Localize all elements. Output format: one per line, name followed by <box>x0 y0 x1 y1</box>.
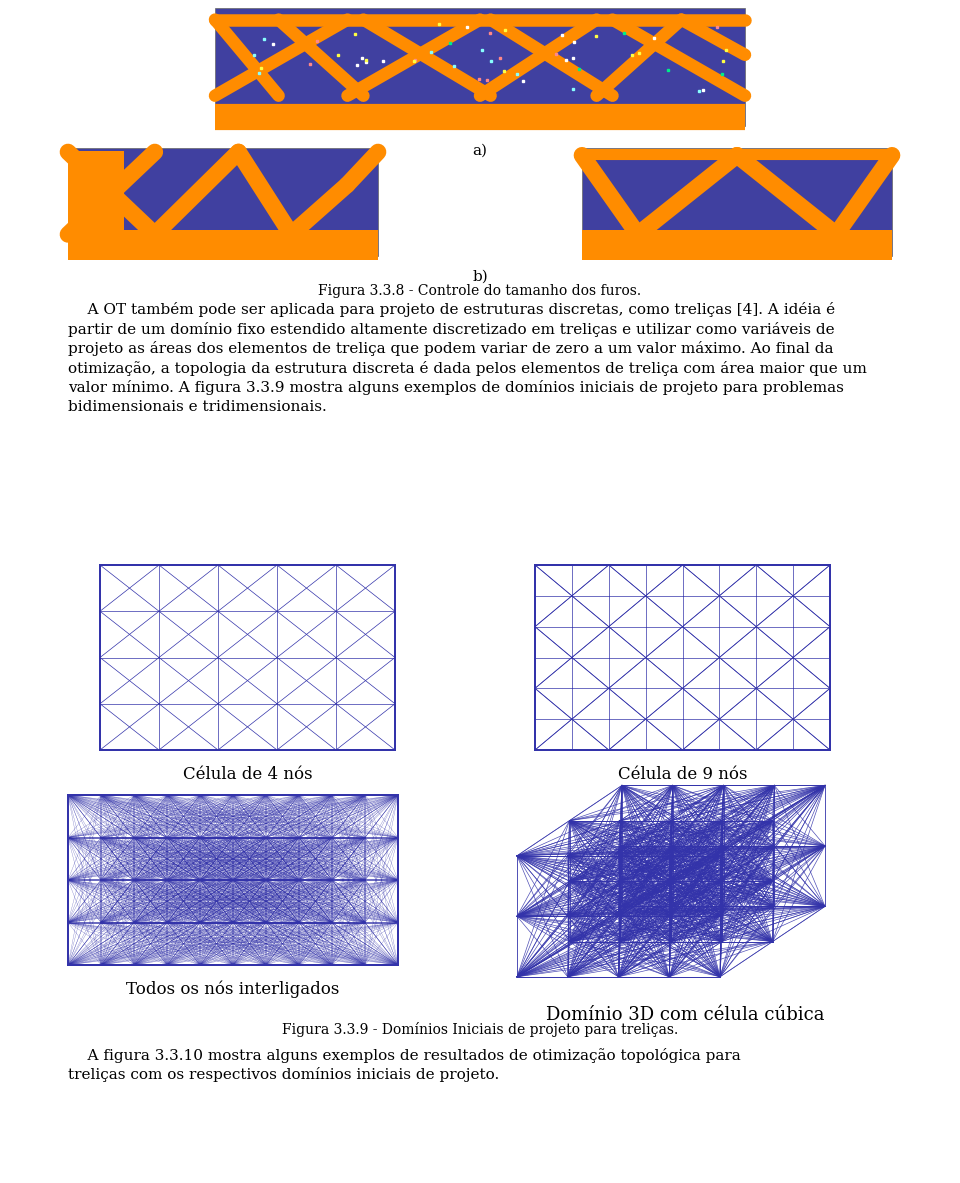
Bar <box>510 770 860 990</box>
Text: projeto as áreas dos elementos de treliça que podem variar de zero a um valor má: projeto as áreas dos elementos de treliç… <box>68 341 833 356</box>
Text: b): b) <box>472 270 488 284</box>
Bar <box>535 565 830 750</box>
Bar <box>215 8 745 127</box>
Text: Célula de 9 nós: Célula de 9 nós <box>617 767 747 783</box>
Text: A figura 3.3.10 mostra alguns exemplos de resultados de otimização topológica pa: A figura 3.3.10 mostra alguns exemplos d… <box>68 1048 741 1064</box>
Text: Figura 3.3.9 - Domínios Iniciais de projeto para treliças.: Figura 3.3.9 - Domínios Iniciais de proj… <box>282 1022 678 1037</box>
Text: otimização, a topologia da estrutura discreta é dada pelos elementos de treliça : otimização, a topologia da estrutura dis… <box>68 361 867 375</box>
Text: a): a) <box>472 144 488 159</box>
Bar <box>68 795 398 965</box>
Bar <box>215 108 745 127</box>
Text: treliças com os respectivos domínios iniciais de projeto.: treliças com os respectivos domínios ini… <box>68 1067 499 1082</box>
Text: Domínio 3D com célula cúbica: Domínio 3D com célula cúbica <box>545 1006 825 1024</box>
Bar <box>68 151 124 234</box>
Text: valor mínimo. A figura 3.3.9 mostra alguns exemplos de domínios iniciais de proj: valor mínimo. A figura 3.3.9 mostra algu… <box>68 380 844 395</box>
Text: A OT também pode ser aplicada para projeto de estruturas discretas, como treliça: A OT também pode ser aplicada para proje… <box>68 302 835 317</box>
Bar <box>582 234 892 256</box>
Text: Célula de 4 nós: Célula de 4 nós <box>182 767 312 783</box>
Text: partir de um domínio fixo estendido altamente discretizado em treliças e utiliza: partir de um domínio fixo estendido alta… <box>68 322 834 336</box>
Bar <box>68 234 378 256</box>
Text: Todos os nós interligados: Todos os nós interligados <box>127 981 340 998</box>
Text: bidimensionais e tridimensionais.: bidimensionais e tridimensionais. <box>68 400 326 414</box>
Text: Figura 3.3.8 - Controle do tamanho dos furos.: Figura 3.3.8 - Controle do tamanho dos f… <box>319 284 641 298</box>
Bar <box>582 148 892 256</box>
Bar <box>68 148 378 256</box>
Bar <box>100 565 395 750</box>
